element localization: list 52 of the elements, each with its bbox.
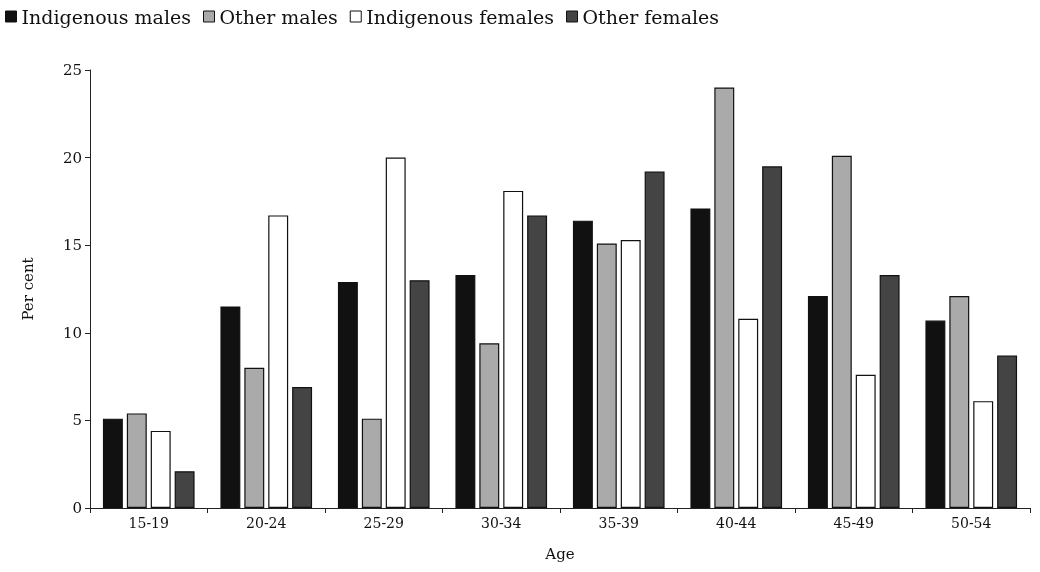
x-tick-label: 20-24 bbox=[246, 515, 287, 531]
bar bbox=[807, 296, 828, 508]
bar bbox=[337, 281, 358, 508]
x-tick-label: 25-29 bbox=[363, 515, 404, 531]
bar bbox=[925, 320, 946, 508]
bar bbox=[572, 220, 593, 508]
bar bbox=[268, 215, 289, 508]
x-tick-label: 45-49 bbox=[833, 515, 874, 531]
legend-label: Other males bbox=[219, 5, 338, 28]
y-tick-label: 0 bbox=[72, 499, 82, 517]
x-tick-label: 40-44 bbox=[716, 515, 757, 531]
bar bbox=[174, 471, 195, 508]
bar bbox=[973, 401, 994, 508]
bar bbox=[855, 374, 876, 508]
bar bbox=[292, 387, 313, 508]
bar bbox=[503, 190, 524, 508]
legend-label: Indigenous females bbox=[366, 5, 555, 28]
bar bbox=[527, 215, 548, 508]
bar bbox=[738, 318, 759, 508]
y-tick-label: 15 bbox=[62, 236, 82, 255]
bar bbox=[831, 155, 852, 508]
bar bbox=[644, 171, 665, 508]
x-axis-title: Age bbox=[544, 544, 575, 563]
bar bbox=[997, 355, 1018, 508]
x-tick-label: 35-39 bbox=[598, 515, 639, 531]
bar bbox=[455, 274, 476, 508]
y-tick-label: 5 bbox=[72, 411, 82, 430]
bar bbox=[690, 208, 711, 508]
legend-label: Other females bbox=[582, 5, 720, 28]
bar bbox=[150, 430, 171, 508]
legend-label: Indigenous males bbox=[21, 5, 192, 28]
bar bbox=[620, 239, 641, 508]
bar bbox=[126, 413, 147, 508]
y-tick-label: 20 bbox=[62, 148, 82, 167]
bar bbox=[596, 243, 617, 508]
x-tick-label: 50-54 bbox=[951, 515, 992, 531]
y-axis-title: Per cent bbox=[18, 257, 37, 321]
y-tick-label: 10 bbox=[62, 323, 82, 342]
bar bbox=[479, 343, 500, 508]
y-tick-label: 25 bbox=[62, 61, 82, 79]
bar bbox=[361, 418, 382, 508]
bar bbox=[879, 274, 900, 508]
bar bbox=[714, 87, 735, 508]
bar bbox=[762, 166, 783, 508]
bar bbox=[244, 367, 265, 508]
bar bbox=[949, 296, 970, 508]
bar bbox=[385, 157, 406, 508]
x-tick-label: 15-19 bbox=[128, 515, 169, 531]
bar bbox=[409, 280, 430, 508]
x-tick-label: 30-34 bbox=[481, 515, 522, 531]
bar bbox=[102, 418, 123, 508]
bar bbox=[220, 306, 241, 508]
